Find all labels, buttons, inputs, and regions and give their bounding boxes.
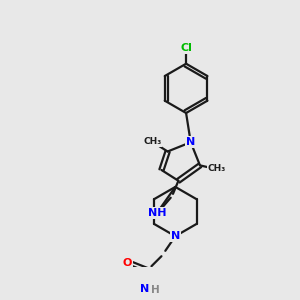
Text: Cl: Cl (180, 43, 192, 53)
Text: N: N (171, 231, 180, 241)
Text: H: H (152, 285, 160, 295)
Text: N: N (186, 137, 195, 147)
Text: CH₃: CH₃ (143, 137, 161, 146)
Text: N: N (140, 284, 149, 294)
Text: NH: NH (148, 208, 166, 218)
Text: O: O (122, 258, 131, 268)
Text: CH₃: CH₃ (208, 164, 226, 173)
